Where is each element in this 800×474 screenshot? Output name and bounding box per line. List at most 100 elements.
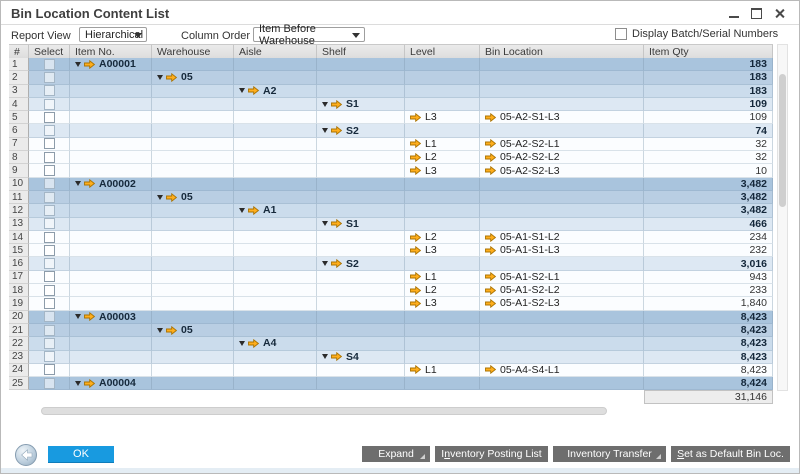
link-arrow-icon[interactable] bbox=[166, 192, 177, 202]
link-arrow-icon[interactable] bbox=[485, 112, 496, 122]
collapse-triangle-icon[interactable] bbox=[75, 314, 81, 320]
row-checkbox[interactable] bbox=[43, 311, 55, 323]
collapse-triangle-icon[interactable] bbox=[239, 340, 245, 346]
row-checkbox[interactable] bbox=[43, 324, 55, 336]
row-checkbox[interactable] bbox=[43, 377, 55, 389]
table-row[interactable]: 11 05 3,482 bbox=[9, 190, 773, 205]
link-arrow-icon[interactable] bbox=[485, 298, 496, 308]
table-row[interactable]: 4 S1 109 bbox=[9, 97, 773, 112]
link-arrow-icon[interactable] bbox=[331, 99, 342, 109]
inventory-posting-list-button[interactable]: Inventory Posting List bbox=[435, 446, 548, 462]
collapse-triangle-icon[interactable] bbox=[322, 101, 328, 107]
inventory-transfer-button[interactable]: Inventory Transfer bbox=[553, 446, 666, 462]
row-checkbox[interactable] bbox=[43, 284, 55, 296]
row-checkbox[interactable] bbox=[43, 258, 55, 270]
row-checkbox[interactable] bbox=[43, 271, 55, 283]
horizontal-scrollbar-thumb[interactable] bbox=[41, 407, 607, 415]
column-order-dropdown[interactable]: Item Before Warehouse bbox=[253, 23, 365, 47]
collapse-triangle-icon[interactable] bbox=[157, 327, 163, 333]
collapse-triangle-icon[interactable] bbox=[75, 61, 81, 67]
row-checkbox[interactable] bbox=[43, 244, 55, 256]
link-arrow-icon[interactable] bbox=[84, 59, 95, 69]
row-checkbox[interactable] bbox=[43, 178, 55, 190]
link-arrow-icon[interactable] bbox=[485, 245, 496, 255]
collapse-triangle-icon[interactable] bbox=[239, 88, 245, 94]
link-arrow-icon[interactable] bbox=[166, 325, 177, 335]
link-arrow-icon[interactable] bbox=[485, 365, 496, 375]
collapse-triangle-icon[interactable] bbox=[322, 261, 328, 267]
row-checkbox[interactable] bbox=[43, 191, 55, 203]
row-checkbox[interactable] bbox=[43, 165, 55, 177]
row-checkbox[interactable] bbox=[43, 98, 55, 110]
table-row[interactable]: 23 S4 8,423 bbox=[9, 350, 773, 364]
row-checkbox[interactable] bbox=[43, 85, 55, 97]
table-row[interactable]: 20 A00003 8,423 bbox=[9, 310, 773, 324]
table-row[interactable]: 24 L1 05-A4-S4-L1 8,423 bbox=[9, 363, 773, 378]
link-arrow-icon[interactable] bbox=[485, 139, 496, 149]
table-row[interactable]: 3 A2 183 bbox=[9, 84, 773, 98]
link-arrow-icon[interactable] bbox=[410, 232, 421, 242]
link-arrow-icon[interactable] bbox=[84, 179, 95, 189]
link-arrow-icon[interactable] bbox=[485, 166, 496, 176]
table-row[interactable]: 17 L1 05-A1-S2-L1 943 bbox=[9, 270, 773, 285]
link-arrow-icon[interactable] bbox=[410, 166, 421, 176]
back-button[interactable] bbox=[14, 443, 38, 467]
table-row[interactable]: 10 A00002 3,482 bbox=[9, 177, 773, 191]
row-checkbox[interactable] bbox=[43, 337, 55, 349]
row-checkbox[interactable] bbox=[43, 125, 55, 137]
link-arrow-icon[interactable] bbox=[410, 298, 421, 308]
link-arrow-icon[interactable] bbox=[485, 152, 496, 162]
table-row[interactable]: 1 A00001 183 bbox=[9, 58, 773, 72]
link-arrow-icon[interactable] bbox=[410, 245, 421, 255]
collapse-triangle-icon[interactable] bbox=[322, 354, 328, 360]
table-row[interactable]: 5 L3 05-A2-S1-L3 109 bbox=[9, 111, 773, 125]
row-checkbox[interactable] bbox=[43, 151, 55, 163]
collapse-triangle-icon[interactable] bbox=[322, 221, 328, 227]
link-arrow-icon[interactable] bbox=[84, 378, 95, 388]
ok-button[interactable]: OK bbox=[48, 446, 114, 463]
link-arrow-icon[interactable] bbox=[331, 259, 342, 269]
row-checkbox[interactable] bbox=[43, 71, 55, 83]
link-arrow-icon[interactable] bbox=[485, 272, 496, 282]
row-checkbox[interactable] bbox=[43, 364, 55, 376]
set-as-default-bin-loc-button[interactable]: Set as Default Bin Loc. bbox=[671, 446, 790, 462]
table-row[interactable]: 6 S2 74 bbox=[9, 124, 773, 138]
row-checkbox[interactable] bbox=[43, 231, 55, 243]
link-arrow-icon[interactable] bbox=[410, 272, 421, 282]
table-row[interactable]: 19 L3 05-A1-S2-L3 1,840 bbox=[9, 297, 773, 311]
link-arrow-icon[interactable] bbox=[248, 86, 259, 96]
link-arrow-icon[interactable] bbox=[248, 205, 259, 215]
vertical-scrollbar[interactable] bbox=[777, 44, 788, 391]
link-arrow-icon[interactable] bbox=[410, 152, 421, 162]
collapse-triangle-icon[interactable] bbox=[75, 181, 81, 187]
link-arrow-icon[interactable] bbox=[331, 219, 342, 229]
link-arrow-icon[interactable] bbox=[84, 312, 95, 322]
row-checkbox[interactable] bbox=[43, 297, 55, 309]
link-arrow-icon[interactable] bbox=[485, 232, 496, 242]
collapse-triangle-icon[interactable] bbox=[322, 128, 328, 134]
expand-button[interactable]: Expand bbox=[362, 446, 430, 462]
row-checkbox[interactable] bbox=[43, 138, 55, 150]
table-row[interactable]: 13 S1 466 bbox=[9, 217, 773, 231]
table-row[interactable]: 14 L2 05-A1-S1-L2 234 bbox=[9, 230, 773, 245]
table-row[interactable]: 2 05 183 bbox=[9, 71, 773, 85]
row-checkbox[interactable] bbox=[43, 218, 55, 230]
link-arrow-icon[interactable] bbox=[410, 139, 421, 149]
row-checkbox[interactable] bbox=[43, 351, 55, 363]
table-row[interactable]: 16 S2 3,016 bbox=[9, 257, 773, 271]
table-row[interactable]: 7 L1 05-A2-S2-L1 32 bbox=[9, 137, 773, 152]
batch-serial-checkbox[interactable] bbox=[615, 28, 627, 40]
table-row[interactable]: 12 A1 3,482 bbox=[9, 204, 773, 218]
table-row[interactable]: 8 L2 05-A2-S2-L2 32 bbox=[9, 151, 773, 165]
collapse-triangle-icon[interactable] bbox=[157, 194, 163, 200]
row-checkbox[interactable] bbox=[43, 58, 55, 70]
link-arrow-icon[interactable] bbox=[410, 365, 421, 375]
table-row[interactable]: 18 L2 05-A1-S2-L2 233 bbox=[9, 284, 773, 298]
collapse-triangle-icon[interactable] bbox=[239, 207, 245, 213]
link-arrow-icon[interactable] bbox=[166, 72, 177, 82]
close-icon[interactable] bbox=[774, 8, 785, 19]
vertical-scrollbar-thumb[interactable] bbox=[779, 74, 786, 207]
table-row[interactable]: 22 A4 8,423 bbox=[9, 337, 773, 351]
collapse-triangle-icon[interactable] bbox=[157, 74, 163, 80]
table-row[interactable]: 9 L3 05-A2-S2-L3 10 bbox=[9, 164, 773, 178]
